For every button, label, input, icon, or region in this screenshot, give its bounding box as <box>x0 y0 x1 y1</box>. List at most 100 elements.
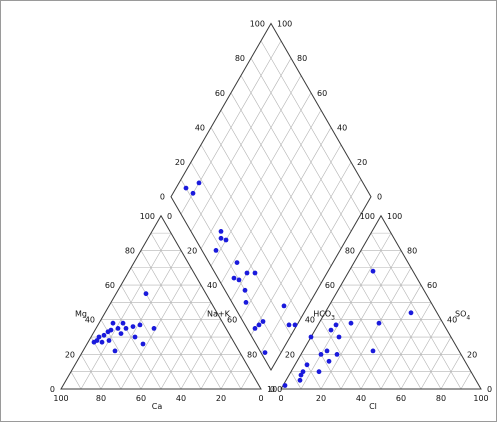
anion-cl-tick: 100 <box>473 394 488 403</box>
anion-cl-tick: 0 <box>278 394 283 403</box>
cation-point <box>144 291 149 296</box>
diamond-right-tick: 100 <box>277 20 292 29</box>
cation-mg-tick: 0 <box>50 385 55 394</box>
diamond-point <box>261 319 266 324</box>
cation-triangle-grid-line <box>161 302 211 389</box>
anion-so4-tick: 60 <box>427 281 437 290</box>
diamond-point <box>263 350 268 355</box>
cation-point <box>119 331 124 336</box>
diamond-point <box>293 323 298 328</box>
cation-triangle-grid-line <box>81 233 171 389</box>
anion-point <box>298 378 303 383</box>
anion-triangle-grid-line <box>421 337 451 389</box>
cation-mg-tick: 60 <box>105 281 115 290</box>
anion-triangle-grid-line <box>381 302 431 389</box>
cation-triangle-grid-line <box>201 337 231 389</box>
anion-so4-tick: 0 <box>487 385 492 394</box>
anion-cl-tick: 20 <box>316 394 326 403</box>
diamond-point <box>235 260 240 265</box>
anion-point <box>409 310 414 315</box>
diamond-point <box>245 271 250 276</box>
diamond-point <box>184 186 189 191</box>
anion-point <box>349 321 354 326</box>
anion-point <box>301 369 306 374</box>
anion-triangle-grid-line <box>351 268 421 389</box>
cation-mg-tick: 20 <box>65 350 75 359</box>
diamond-point <box>219 229 224 234</box>
anion-hco3-tick: 100 <box>360 212 375 221</box>
diamond-point <box>287 323 292 328</box>
cation-point <box>124 326 129 331</box>
cation-ca-tick: 0 <box>258 394 263 403</box>
anion-point <box>319 352 324 357</box>
anion-cl-tick: 40 <box>356 394 366 403</box>
diamond-point <box>282 304 287 309</box>
anion-point <box>309 335 314 340</box>
cation-nak-tick: 0 <box>167 212 172 221</box>
anion-point <box>337 335 342 340</box>
cation-point <box>121 321 126 326</box>
cation-triangle-grid-line <box>111 302 161 389</box>
diamond-right-tick: 80 <box>297 54 307 63</box>
diamond-left-tick: 20 <box>175 158 185 167</box>
diamond-point <box>243 288 248 293</box>
anion-so4-tick: 20 <box>467 350 477 359</box>
diamond-point <box>224 238 229 243</box>
cation-triangle-grid-line <box>241 372 251 389</box>
anion-cl-tick: 60 <box>396 394 406 403</box>
cation-point <box>131 324 136 329</box>
cation-point <box>100 340 105 345</box>
cation-mg-tick: 80 <box>125 246 135 255</box>
anion-so4-tick: 80 <box>407 246 417 255</box>
anion-hco3-tick: 60 <box>325 281 335 290</box>
anion-point <box>283 383 288 388</box>
cation-point <box>116 326 121 331</box>
anion-triangle-grid-line <box>371 233 461 389</box>
cation-point <box>92 340 97 345</box>
diamond-point <box>197 181 202 186</box>
cation-point <box>102 333 107 338</box>
diamond-point <box>232 276 237 281</box>
anion-point <box>334 323 339 328</box>
cation-point <box>106 329 111 334</box>
anion-so4-tick: 100 <box>387 212 402 221</box>
anion-triangle-grid-line <box>311 337 341 389</box>
anion-point <box>335 352 340 357</box>
cation-triangle-grid-line <box>91 337 121 389</box>
anion-hco3-tick: 0 <box>270 385 275 394</box>
diamond-point <box>237 278 242 283</box>
cation-ca-tick: 80 <box>96 394 106 403</box>
anion-point <box>317 369 322 374</box>
cation-ca-tick: 20 <box>216 394 226 403</box>
anion-point <box>329 328 334 333</box>
diamond-left-tick: 40 <box>195 123 205 132</box>
diamond-left-tick: 100 <box>250 20 265 29</box>
anion-cl-tick: 80 <box>436 394 446 403</box>
diamond-right-tick: 60 <box>317 89 327 98</box>
cl-axis-label: Cl <box>369 402 377 411</box>
cation-point <box>138 323 143 328</box>
anion-triangle-grid-line <box>331 302 381 389</box>
cation-point <box>113 349 118 354</box>
diamond-point <box>219 236 224 241</box>
cation-point <box>133 335 138 340</box>
mg-axis-label: Mg <box>75 309 87 318</box>
cation-ca-tick: 40 <box>176 394 186 403</box>
cation-point <box>107 338 112 343</box>
diamond-point <box>214 248 219 253</box>
cation-nak-tick: 20 <box>187 246 197 255</box>
cation-point <box>141 342 146 347</box>
diamond-right-tick: 40 <box>337 123 347 132</box>
diamond-right-tick: 20 <box>357 158 367 167</box>
cation-triangle-grid-line <box>71 372 81 389</box>
cation-mg-tick: 100 <box>140 212 155 221</box>
cation-ca-tick: 60 <box>136 394 146 403</box>
anion-point <box>325 349 330 354</box>
anion-hco3-tick: 20 <box>285 350 295 359</box>
diamond-point <box>257 323 262 328</box>
anion-hco3-tick: 80 <box>345 246 355 255</box>
cation-point <box>111 321 116 326</box>
cation-triangle-grid-line <box>131 268 201 389</box>
